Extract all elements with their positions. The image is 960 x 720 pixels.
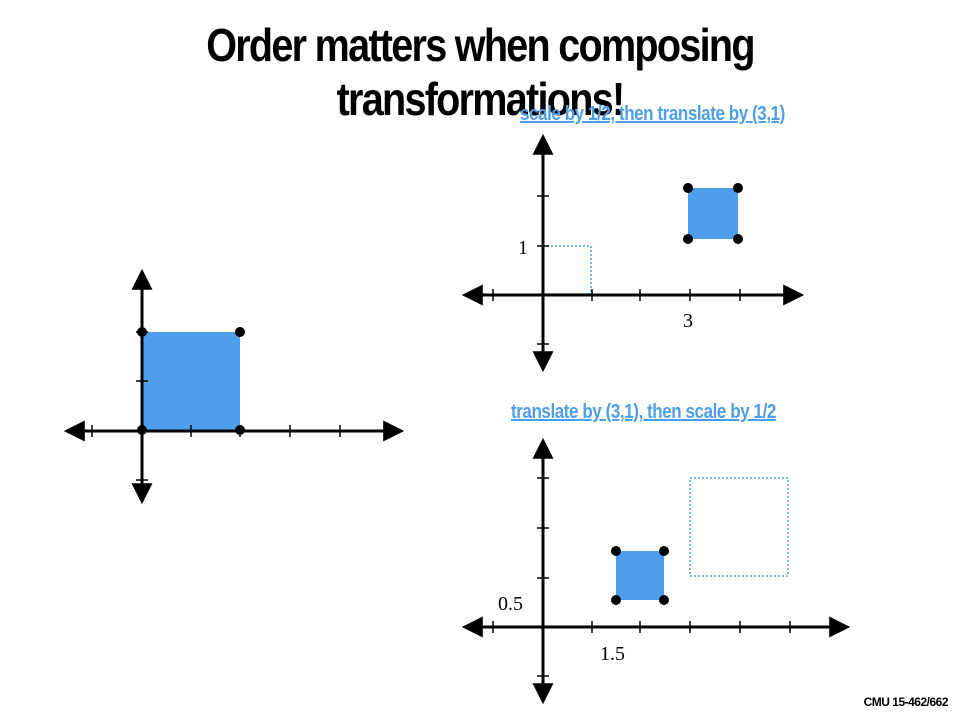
- bottom-vertices: [611, 546, 669, 605]
- top-ticks: [492, 195, 741, 345]
- top-original-outline: [542, 245, 592, 295]
- bottom-x-label: 1.5: [600, 643, 625, 665]
- top-result-square: [688, 188, 738, 239]
- top-vertices: [683, 183, 743, 244]
- caption-translate-then-scale: translate by (3,1), then scale by 1/2: [511, 401, 776, 423]
- scale-then-translate-plot: 1 3: [461, 133, 805, 373]
- footer-course-label: CMU 15-462/662: [863, 695, 949, 709]
- original-plot: [63, 268, 405, 505]
- caption-scale-then-translate: scale by 1/2, then translate by (3,1): [520, 103, 785, 125]
- original-vertices: [137, 327, 245, 435]
- bottom-y-label: 0.5: [498, 593, 523, 615]
- bottom-translated-outline: [689, 477, 789, 577]
- top-x-label: 3: [683, 310, 693, 332]
- original-square: [142, 332, 240, 430]
- top-y-label: 1: [518, 237, 528, 259]
- bottom-ticks: [492, 477, 791, 677]
- translate-then-scale-plot: 0.5 1.5: [461, 437, 851, 705]
- bottom-result-square: [616, 551, 664, 600]
- slide-title: Order matters when composing transformat…: [206, 19, 755, 125]
